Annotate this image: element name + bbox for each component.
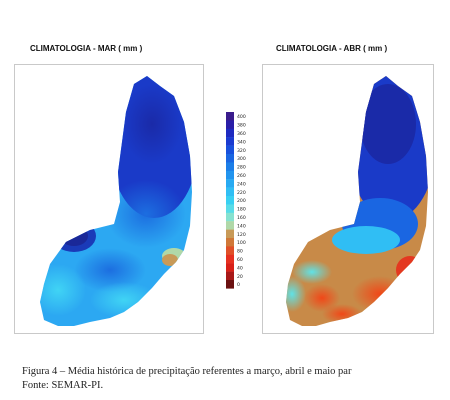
colorbar-swatch	[226, 179, 234, 188]
colorbar-tick-label: 180	[237, 207, 246, 213]
colorbar-tick-label: 240	[237, 181, 246, 187]
precipitation-map-abr	[286, 76, 428, 326]
colorbar-tick-label: 300	[237, 156, 246, 162]
colorbar-swatch	[226, 162, 234, 171]
colorbar-swatch	[226, 263, 234, 272]
colorbar-swatch	[226, 128, 234, 138]
colorbar-tick-label: 280	[237, 165, 246, 171]
colorbar-swatch	[226, 137, 234, 146]
colorbar-tick-label: 380	[237, 123, 246, 129]
colorbar-tick-label: 0	[237, 282, 240, 288]
colorbar-swatch	[226, 229, 234, 239]
colorbar-swatch	[226, 280, 234, 289]
colorbar-tick-label: 320	[237, 148, 246, 154]
colorbar-tick-label: 120	[237, 232, 246, 238]
colorbar-swatch	[226, 246, 234, 255]
colorbar-swatch	[226, 238, 234, 247]
colorbar-swatch	[226, 204, 234, 213]
precipitation-map-mar	[40, 76, 192, 326]
figure-source: Fonte: SEMAR-PI.	[22, 380, 104, 391]
colorbar-tick-label: 100	[237, 240, 246, 246]
colorbar-tick-label: 140	[237, 223, 246, 229]
colorbar-tick-label: 220	[237, 190, 246, 196]
colorbar-swatch	[226, 221, 234, 230]
colorbar-swatch	[226, 187, 234, 197]
color-scale-legend: 4003803603403203002802602402202001801601…	[226, 112, 246, 289]
colorbar-tick-label: 80	[237, 249, 243, 255]
colorbar-swatch	[226, 120, 234, 129]
colorbar-tick-label: 400	[237, 114, 246, 120]
colorbar-swatch	[226, 154, 234, 163]
colorbar-tick-label: 200	[237, 198, 246, 204]
figure-caption: Figura 4 – Média histórica de precipitaç…	[22, 366, 352, 377]
colorbar-tick-label: 340	[237, 139, 246, 145]
colorbar-swatch	[226, 196, 234, 205]
colorbar-swatch	[226, 254, 234, 264]
colorbar-swatch	[226, 271, 234, 281]
colorbar-swatch	[226, 170, 234, 180]
map-title-abr: CLIMATOLOGIA - ABR ( mm )	[276, 44, 388, 53]
colorbar-swatch	[226, 112, 234, 121]
colorbar-tick-label: 20	[237, 274, 243, 280]
map-title-mar: CLIMATOLOGIA - MAR ( mm )	[30, 44, 143, 53]
colorbar-swatch	[226, 145, 234, 155]
colorbar-tick-label: 260	[237, 173, 246, 179]
colorbar-tick-label: 160	[237, 215, 246, 221]
colorbar-tick-label: 360	[237, 131, 246, 137]
colorbar-tick-label: 60	[237, 257, 243, 263]
colorbar-swatch	[226, 212, 234, 222]
colorbar-tick-label: 40	[237, 265, 243, 271]
